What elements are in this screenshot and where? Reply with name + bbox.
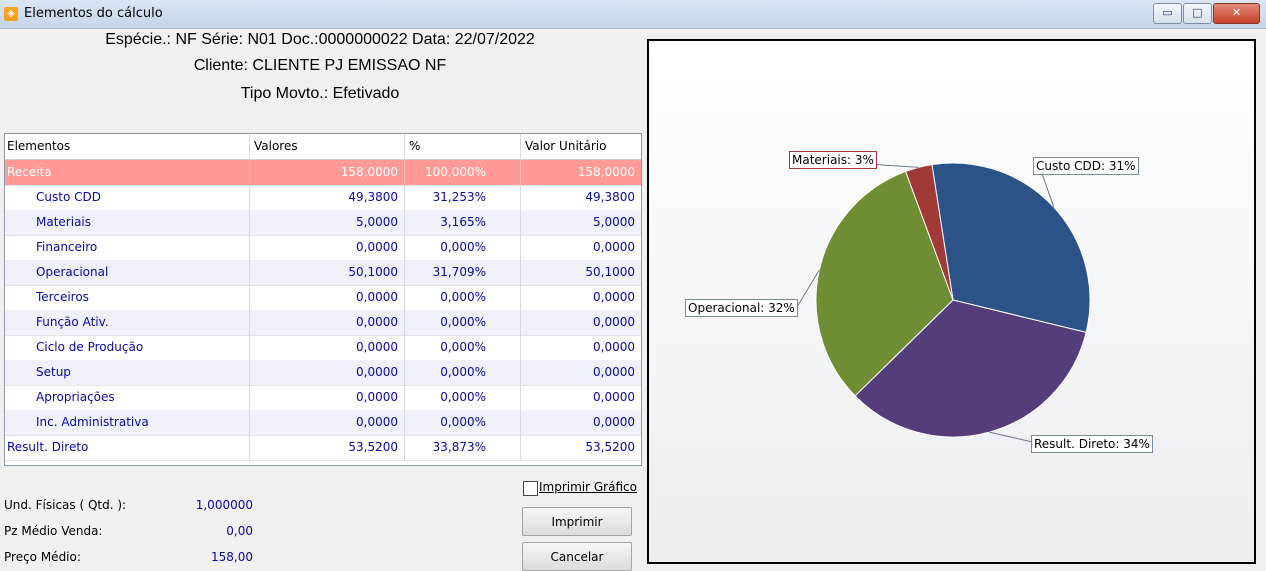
row-pct: 0,000% [405, 235, 521, 260]
row-name: Setup [5, 360, 250, 385]
window-title: Elementos do cálculo [24, 6, 163, 21]
document-info: Espécie.: NF Série: N01 Doc.:0000000022 … [105, 31, 535, 48]
row-pct: 100,000% [405, 160, 521, 185]
minimize-button[interactable]: ▭ [1153, 3, 1182, 24]
table-row[interactable]: Setup 0,0000 0,000% 0,0000 [5, 360, 641, 386]
row-valor: 0,0000 [250, 285, 405, 310]
row-unit: 0,0000 [593, 315, 635, 329]
und-fisicas-value: 1,000000 [195, 498, 253, 512]
row-valor: 0,0000 [250, 335, 405, 360]
row-pct: 0,000% [405, 335, 521, 360]
pie-leader-line [796, 269, 820, 308]
print-button[interactable]: Imprimir [522, 507, 632, 536]
pie-slice [854, 299, 1087, 438]
row-name: Inc. Administrativa [5, 410, 250, 435]
row-unit: 5,0000 [593, 215, 635, 229]
title-bar: ◈ Elementos do cálculo ▭ □ ✕ [0, 0, 1266, 29]
table-row[interactable]: Inc. Administrativa 0,0000 0,000% 0,0000 [5, 410, 641, 436]
row-unit: 0,0000 [593, 240, 635, 254]
row-valor: 0,0000 [250, 235, 405, 260]
row-pct: 31,709% [405, 260, 521, 285]
row-unit: 0,0000 [593, 390, 635, 404]
row-valor: 50,1000 [250, 260, 405, 285]
maximize-button[interactable]: □ [1183, 3, 1212, 24]
pie-leader-line [989, 431, 1038, 444]
row-name: Apropriações [5, 385, 250, 410]
table-row[interactable]: Materiais 5,0000 3,165% 5,0000 [5, 210, 641, 236]
row-valor: 0,0000 [250, 385, 405, 410]
pie-label: Materiais: 3% [789, 151, 877, 169]
pie-slice [931, 162, 1091, 333]
row-valor: 0,0000 [250, 310, 405, 335]
pie-chart-svg [794, 158, 1091, 444]
print-chart-label[interactable]: Imprimir Gráfico [539, 480, 637, 494]
row-name: Operacional [5, 260, 250, 285]
row-pct: 3,165% [405, 210, 521, 235]
row-pct: 0,000% [405, 360, 521, 385]
und-fisicas-label: Und. Físicas ( Qtd. ): [4, 498, 127, 512]
row-name: Custo CDD [5, 185, 250, 210]
row-valor: 53,5200 [250, 435, 405, 460]
table-row[interactable]: Ciclo de Produção 0,0000 0,000% 0,0000 [5, 335, 641, 361]
row-unit: 50,1000 [585, 265, 635, 279]
row-name: Ciclo de Produção [5, 335, 250, 360]
pie-label: Operacional: 32% [685, 299, 798, 317]
print-chart-checkbox[interactable] [523, 481, 538, 496]
pie-slice [904, 164, 954, 301]
row-valor: 158,0000 [250, 160, 405, 185]
col-percent[interactable]: % [405, 134, 521, 159]
row-pct: 0,000% [405, 410, 521, 435]
col-valor-unitario[interactable]: Valor Unitário [525, 139, 607, 153]
pz-medio-value: 0,00 [226, 524, 253, 538]
table-row[interactable]: Função Ativ. 0,0000 0,000% 0,0000 [5, 310, 641, 336]
table-row[interactable]: Custo CDD 49,3800 31,253% 49,3800 [5, 185, 641, 211]
row-valor: 49,3800 [250, 185, 405, 210]
row-unit: 53,5200 [585, 440, 635, 454]
row-pct: 33,873% [405, 435, 521, 460]
row-name: Result. Direto [5, 435, 250, 460]
pz-medio-label: Pz Médio Venda: [4, 524, 103, 538]
row-unit: 0,0000 [593, 415, 635, 429]
col-elementos[interactable]: Elementos [5, 134, 250, 159]
preco-medio-value: 158,00 [211, 550, 253, 564]
row-pct: 0,000% [405, 310, 521, 335]
table-row[interactable]: Terceiros 0,0000 0,000% 0,0000 [5, 285, 641, 311]
row-name: Receita [5, 160, 250, 185]
row-name: Financeiro [5, 235, 250, 260]
row-name: Materiais [5, 210, 250, 235]
table-row[interactable]: Result. Direto 53,5200 33,873% 53,5200 [5, 435, 641, 461]
row-valor: 5,0000 [250, 210, 405, 235]
client-info: Cliente: CLIENTE PJ EMISSAO NF [193, 57, 447, 74]
cancel-button[interactable]: Cancelar [522, 542, 632, 571]
row-unit: 0,0000 [593, 340, 635, 354]
pie-slice [815, 170, 954, 397]
row-unit: 49,3800 [585, 190, 635, 204]
row-name: Terceiros [5, 285, 250, 310]
pie-label: Custo CDD: 31% [1033, 157, 1139, 175]
row-valor: 0,0000 [250, 360, 405, 385]
movement-type: Tipo Movto.: Efetivado [240, 85, 400, 102]
row-pct: 0,000% [405, 385, 521, 410]
close-button[interactable]: ✕ [1213, 3, 1260, 24]
table-row[interactable]: Apropriações 0,0000 0,000% 0,0000 [5, 385, 641, 411]
row-pct: 0,000% [405, 285, 521, 310]
table-row[interactable]: Operacional 50,1000 31,709% 50,1000 [5, 260, 641, 286]
col-valores[interactable]: Valores [250, 134, 405, 159]
table-row[interactable]: Receita 158,0000 100,000% 158,0000 [5, 160, 641, 186]
row-unit: 0,0000 [593, 365, 635, 379]
row-unit: 158,0000 [577, 165, 635, 179]
pie-chart: Custo CDD: 31% Result. Direto: 34% Operaci… [647, 39, 1256, 564]
table-row[interactable]: Financeiro 0,0000 0,000% 0,0000 [5, 235, 641, 261]
preco-medio-label: Preço Médio: [4, 550, 81, 564]
elements-table[interactable]: Elementos Valores % Valor Unitário Recei… [4, 133, 642, 466]
row-name: Função Ativ. [5, 310, 250, 335]
row-pct: 31,253% [405, 185, 521, 210]
row-unit: 0,0000 [593, 290, 635, 304]
pie-label: Result. Direto: 34% [1031, 435, 1153, 453]
table-header: Elementos Valores % Valor Unitário [5, 134, 641, 160]
app-icon: ◈ [4, 7, 18, 21]
row-valor: 0,0000 [250, 410, 405, 435]
